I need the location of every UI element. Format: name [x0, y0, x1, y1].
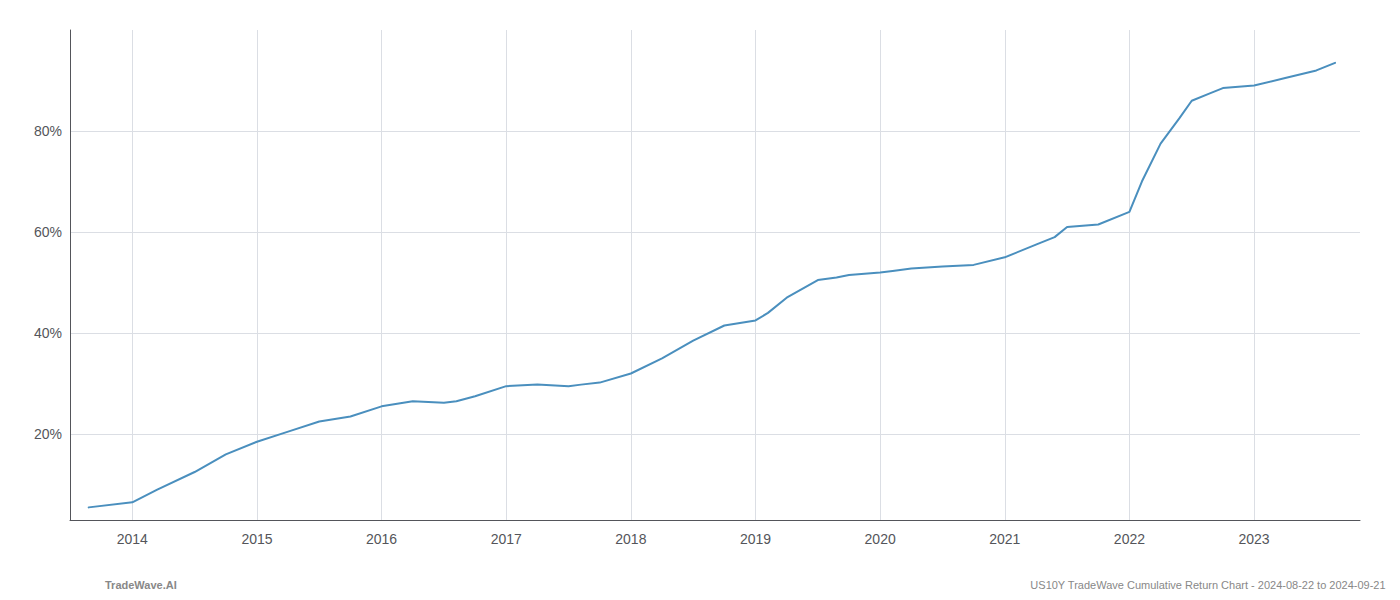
svg-text:2020: 2020 — [865, 531, 896, 547]
svg-text:2019: 2019 — [740, 531, 771, 547]
svg-text:US10Y TradeWave Cumulative Ret: US10Y TradeWave Cumulative Return Chart … — [1030, 579, 1385, 591]
svg-text:TradeWave.AI: TradeWave.AI — [105, 579, 177, 591]
svg-text:60%: 60% — [34, 224, 62, 240]
svg-text:2021: 2021 — [989, 531, 1020, 547]
svg-text:2022: 2022 — [1114, 531, 1145, 547]
svg-text:2017: 2017 — [491, 531, 522, 547]
svg-text:80%: 80% — [34, 123, 62, 139]
svg-text:40%: 40% — [34, 325, 62, 341]
svg-text:2015: 2015 — [241, 531, 272, 547]
svg-text:2014: 2014 — [117, 531, 148, 547]
svg-text:2018: 2018 — [615, 531, 646, 547]
svg-text:20%: 20% — [34, 426, 62, 442]
svg-text:2023: 2023 — [1238, 531, 1269, 547]
svg-text:2016: 2016 — [366, 531, 397, 547]
